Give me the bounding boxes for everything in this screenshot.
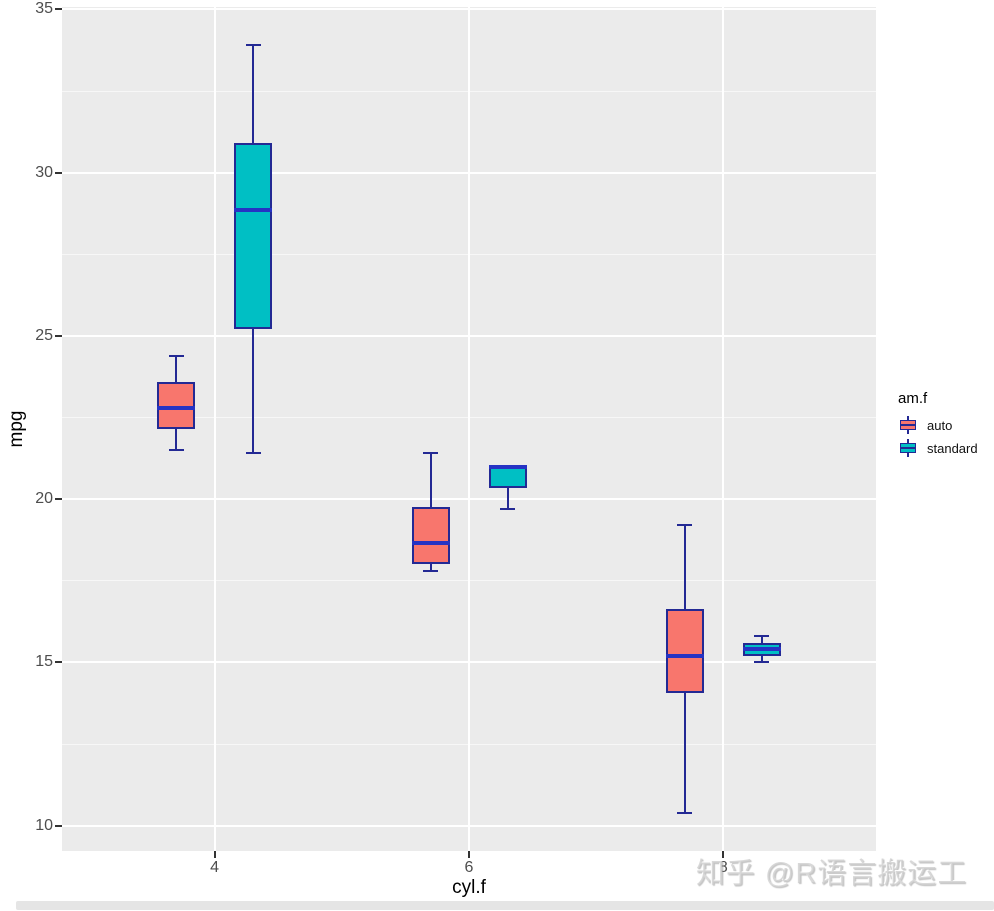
plot-panel [62,7,876,851]
y-tick-label: 20 [35,490,53,508]
median-auto-cyl8 [665,653,704,658]
lower-whisker-cap-standard-cyl8 [754,661,770,664]
lower-whisker-auto-cyl8 [683,693,686,813]
median-auto-cyl6 [411,541,450,546]
upper-whisker-standard-cyl4 [252,45,255,144]
lower-whisker-standard-cyl6 [506,487,509,509]
y-tick-mark [55,661,62,664]
box-standard-cyl4 [234,143,273,330]
lower-whisker-cap-standard-cyl6 [500,507,515,510]
y-tick-label: 30 [35,163,53,181]
upper-whisker-cap-auto-cyl8 [677,524,693,527]
upper-whisker-auto-cyl8 [683,525,686,610]
y-axis-title: mpg [6,410,27,448]
x-tick-label: 4 [210,859,220,876]
box-auto-cyl8 [665,609,704,694]
legend-item-auto: auto [898,416,978,434]
y-tick-mark [55,498,62,501]
y-tick-label: 35 [35,0,53,18]
x-tick-label: 8 [718,859,728,876]
y-tick-mark [55,171,62,174]
upper-whisker-cap-auto-cyl6 [423,452,438,455]
x-tick-mark [468,851,470,858]
lower-whisker-auto-cyl4 [175,429,178,451]
y-tick-mark [55,334,62,337]
legend-title: am.f [898,390,928,407]
legend: am.f auto standard [898,390,978,462]
key-median-line [900,447,916,449]
y-tick-mark [55,8,62,11]
upper-whisker-cap-auto-cyl4 [168,354,184,357]
lower-whisker-cap-standard-cyl4 [245,452,261,455]
median-auto-cyl4 [157,405,196,410]
box-standard-cyl6 [488,466,527,488]
x-axis-title: cyl.f [452,877,486,898]
legend-label-standard: standard [927,440,978,456]
x-tick-label: 6 [464,859,474,876]
lower-whisker-standard-cyl4 [252,329,255,454]
y-tick-mark [55,824,62,827]
median-standard-cyl8 [742,647,781,652]
y-tick-label: 15 [35,653,53,671]
gridline-major-x [722,7,725,851]
gridline-major-x [213,7,216,851]
upper-whisker-cap-standard-cyl8 [754,635,770,638]
upper-whisker-cap-standard-cyl4 [245,44,261,47]
boxplot-key-icon [898,416,918,434]
legend-label-auto: auto [927,417,953,433]
lower-whisker-cap-auto-cyl8 [677,811,693,814]
lower-whisker-cap-auto-cyl4 [168,449,184,452]
watermark: 知乎 @R语言搬运工 [696,858,968,890]
upper-whisker-standard-cyl8 [760,636,763,643]
y-tick-label: 25 [35,326,53,344]
upper-whisker-auto-cyl4 [175,355,178,382]
x-tick-mark [213,851,216,858]
key-median-line [900,424,916,426]
x-tick-mark [722,851,725,858]
legend-item-standard: standard [898,439,978,457]
lower-whisker-cap-auto-cyl6 [423,570,438,573]
y-tick-label: 10 [35,816,53,834]
box-auto-cyl4 [157,381,196,429]
bottom-edge-strip [16,901,994,910]
median-standard-cyl4 [234,208,273,213]
box-auto-cyl6 [411,507,450,564]
upper-whisker-auto-cyl6 [429,453,432,508]
lower-whisker-auto-cyl6 [429,563,432,572]
gridline-major-x [468,7,470,851]
lower-whisker-standard-cyl8 [760,655,763,663]
boxplot-key-icon [898,439,918,457]
median-standard-cyl6 [488,464,527,469]
